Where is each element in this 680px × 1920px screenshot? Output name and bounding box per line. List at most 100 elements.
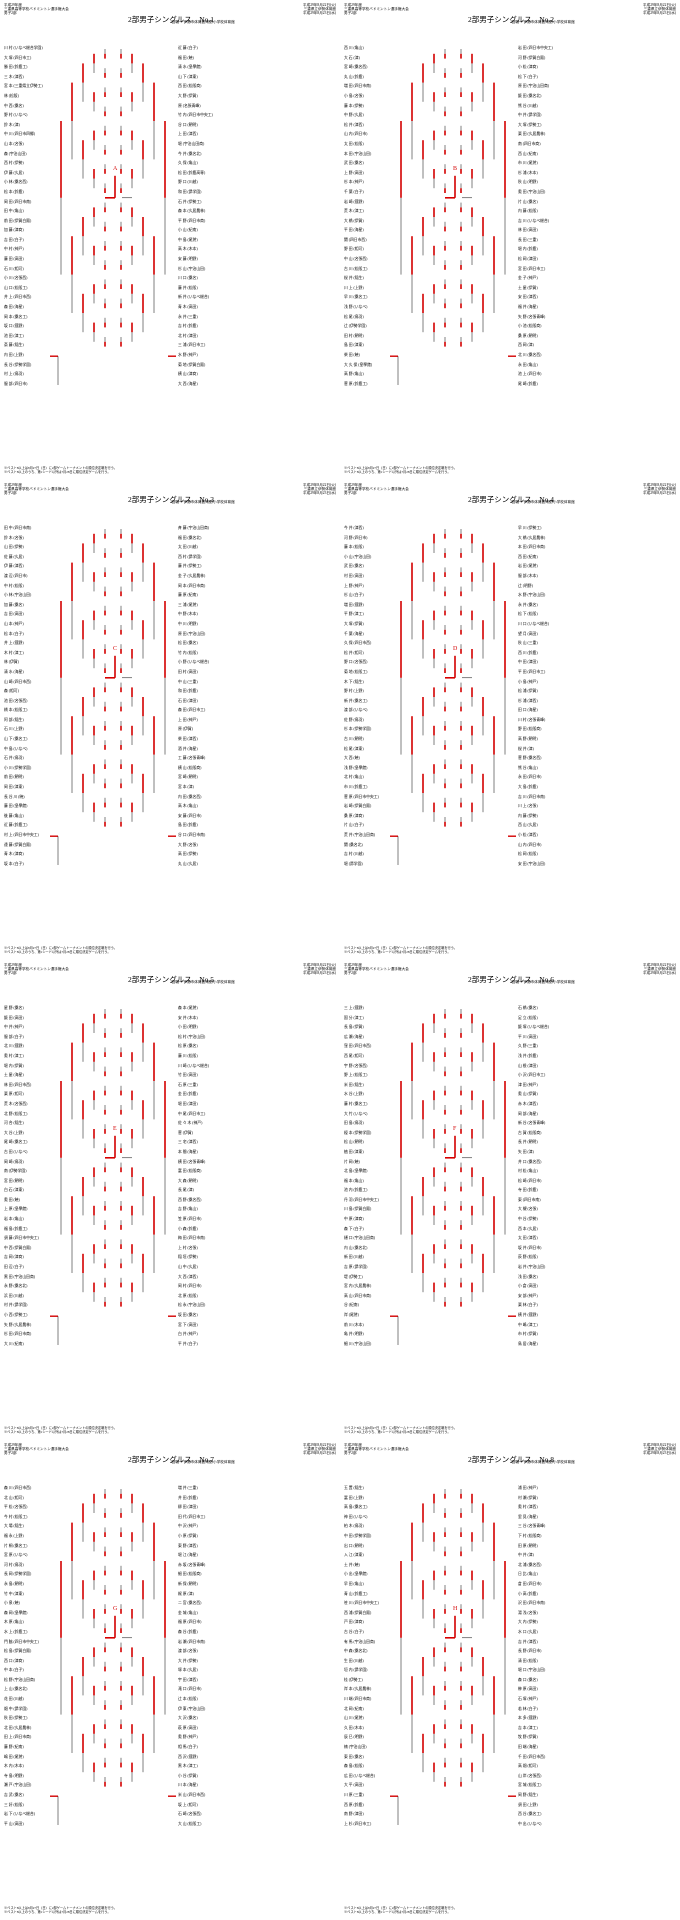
player-name: 谷 (紀南) (344, 1303, 359, 1308)
player-name: 田 村 (朝明) (344, 333, 364, 338)
player-name: 荒 木 (津工) (344, 209, 364, 214)
player-name: 上 杉 (四日市工) (344, 1821, 372, 1826)
player-name: 林 (松阪) (4, 93, 19, 98)
player-name: 坂 口 (菰野) (4, 324, 24, 329)
player-name: 窪 田 (四日市西) (344, 1044, 372, 1049)
player-name: 森 (相可) (4, 689, 19, 694)
player-name: 中 山 (名張西) (344, 257, 368, 262)
player-name: 高 田 (伊勢) (178, 852, 198, 857)
player-name: 神 田 (いなべ) (344, 1514, 368, 1519)
player-name: 小 川 (名張西) (4, 276, 28, 281)
player-name: 村 松 (亀山) (518, 1169, 538, 1174)
player-name: 堀 口 (宇治山田) (518, 1668, 546, 1673)
player-name: 藤 井 (伊勢工) (178, 564, 202, 569)
player-name: 大 山 (松阪工) (178, 1821, 202, 1826)
player-name: 小 高 (鈴鹿) (518, 1591, 538, 1596)
player-name: 大 西 (津西) (178, 1274, 198, 1279)
venue-note: 2回戦～ 伊勢市体育館,明野小学校体育館 (510, 20, 575, 24)
player-name: 笠 原 (四日市) (178, 1217, 202, 1222)
player-name: 大 島 (鈴鹿) (518, 785, 538, 790)
player-name: 長 島 (伊賀) (344, 1025, 364, 1030)
player-name: 大 森 (朝明) (178, 1178, 198, 1183)
header-right: 平成29年8月22日(火) 三重県立伊勢体育館 平成29年8月23日(水) (643, 1443, 676, 1456)
bracket-sheet: 平成29年度 三重県高等学校バドミントン選手権大会 男子2部 平成29年8月22… (340, 480, 680, 960)
player-name: 小 泉 (暁) (4, 1601, 20, 1606)
player-name: 中 森 (桑名北) (344, 1649, 368, 1654)
player-name: 上 原 (皇學館) (4, 1207, 28, 1212)
player-name: 鈴 木 (津) (4, 122, 20, 127)
player-name: 渡 部 (いなべ) (344, 708, 368, 713)
player-name: 北 浦 (桑名西) (518, 1562, 542, 1567)
player-name: 柳 田 (津田) (178, 1505, 198, 1510)
player-name: 池 田 (津工) (4, 333, 24, 338)
player-name: 三 好 (松阪) (4, 1802, 24, 1807)
player-name: 河 野 (四日市) (344, 535, 368, 540)
player-name: 平 松 (名張西) (4, 1505, 28, 1510)
player-name: 中 島 (尾鷲) (178, 237, 198, 242)
player-name: 中 出 (いなべ) (518, 1821, 542, 1826)
player-name: 川 本 (海星) (178, 1783, 198, 1788)
block-letter: E (113, 1125, 117, 1132)
player-name: 山 下 (桑名工) (4, 737, 28, 742)
player-name: 大 谷 (上野) (4, 1130, 24, 1135)
player-name: 前 田 (朝明) (4, 775, 24, 780)
player-name: 伊 藤 (久居) (4, 170, 24, 175)
venue-note: 2回戦～ 伊勢市体育館,明野小学校体育館 (170, 980, 235, 984)
player-name: 中 西 (桑名) (4, 103, 24, 108)
player-name: 中 田 (津田) (518, 660, 538, 665)
player-name: 岸 本 (久居農林) (344, 1687, 372, 1692)
player-name: 矢 田 (津) (518, 1149, 534, 1154)
player-name: 川 原 (三重) (344, 1793, 364, 1797)
player-name: 鳥 居 (海星) (518, 1341, 538, 1346)
player-name: 岩 田 (四日市中央工) (518, 46, 553, 50)
player-name: 村 上 (四日市中央工) (4, 833, 39, 837)
player-name: 岡 崎 (鳥羽) (4, 1159, 24, 1164)
player-name: 細 田 (松阪商) (178, 1572, 202, 1577)
player-name: 垣 内 (昴学園) (344, 1668, 368, 1673)
player-name: 冨 田 (上野) (344, 1495, 364, 1500)
player-name: 奥 山 (伊賀) (518, 1092, 538, 1097)
left-names-column: 川 村 (いなべ総合学園) 大 塚 (四日市工) 勝 田 (鈴鹿工) 三 木 (津西)… (4, 44, 48, 389)
player-name: 西 川 (鈴鹿) (518, 650, 538, 655)
player-name: 早 川 (伊勢工) (518, 526, 542, 530)
player-name: 松 岡 (津田) (518, 257, 538, 262)
player-name: 林 田 (四日市西) (4, 1082, 32, 1087)
player-name: 本 田 (宇治山田) (344, 151, 372, 156)
player-name: 平 山 (高田) (4, 1821, 24, 1826)
player-name: 広 瀬 (海星) (344, 1034, 364, 1039)
player-name: 平 井 (白子) (178, 1341, 198, 1346)
player-name: 大 塚 (伊賀) (344, 621, 364, 626)
header-right: 平成29年8月22日(火) 三重県立伊勢体育館 平成29年8月23日(水) (643, 483, 676, 496)
player-name: 島 田 (鈴鹿) (178, 823, 198, 828)
player-name: 和 田 (鈴鹿) (178, 689, 198, 694)
player-name: 楠 (宇治山田) (344, 1745, 367, 1750)
player-name: 野 田 (松阪商) (518, 727, 542, 732)
player-name: 竹 内 (松阪) (178, 650, 198, 655)
player-name: 長 田 (三重) (518, 237, 538, 242)
bracket-lines (50, 1489, 176, 1825)
player-name: 永 井 (三重) (178, 314, 198, 319)
player-name: 近 藤 (鈴鹿工) (4, 823, 28, 828)
player-name: 白 井 (神戸) (178, 1332, 198, 1337)
player-name: 大 川 (紀南) (4, 1341, 24, 1346)
header-left: 平成29年度 三重県高等学校バドミントン選手権大会 男子2部 (4, 483, 69, 496)
player-name: 坂 田 (桑名) (178, 1313, 198, 1317)
player-name: 柴 田 (津西) (178, 737, 198, 742)
player-name: 石 川 (上野) (4, 727, 24, 732)
player-name: 西 田 (松阪商) (178, 84, 202, 89)
player-name: 清 田 (松阪) (518, 1658, 538, 1663)
player-name: 新 井 (桑名工) (344, 698, 368, 703)
player-name: 浜 田 (川越) (4, 1293, 24, 1298)
player-name: 宮 崎 (桑名西) (344, 65, 368, 70)
player-name: 堀 江 (海星) (178, 1553, 198, 1558)
player-name: 荻 野 (松阪) (518, 1255, 538, 1260)
player-name: 上 田 (津西) (178, 132, 198, 137)
player-name: 赤 坂 (名張青峰) (178, 1562, 206, 1567)
player-name: 福 本 (亀山) (344, 1178, 364, 1183)
player-name: 奥 村 (津工) (4, 1053, 24, 1058)
player-name: 丹 羽 (四日市中央工) (344, 1197, 379, 1202)
player-name: 野 田 (相可) (344, 247, 364, 252)
player-name: 斎 藤 (稲生) (4, 343, 24, 348)
player-name: 小 田 (明野) (178, 1025, 198, 1030)
player-name: 田 辺 (白子) (4, 1265, 24, 1270)
